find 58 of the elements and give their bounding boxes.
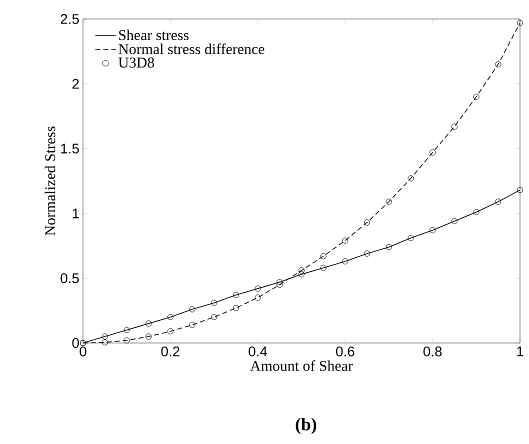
point (102, 339, 108, 346)
point (254, 286, 261, 292)
y-tick-label: 1.5 (61, 144, 79, 154)
point (473, 209, 480, 216)
x-tick-label: 0.6 (336, 346, 354, 356)
point (232, 304, 239, 312)
point (124, 327, 130, 334)
point (320, 253, 326, 260)
point (430, 227, 436, 234)
point (298, 267, 305, 274)
y-tick-label: 1 (72, 208, 79, 218)
point (516, 187, 524, 194)
point (189, 322, 196, 328)
point (232, 292, 239, 298)
point (495, 61, 502, 68)
point (124, 337, 130, 344)
point (298, 271, 305, 278)
point (386, 198, 392, 205)
point (408, 175, 414, 182)
point (211, 300, 218, 306)
point (451, 124, 458, 130)
y-tick-label: 0 (72, 338, 79, 348)
legend-label: U3D8 (118, 58, 154, 68)
x-axis-title: Amount of Shear (250, 360, 353, 371)
point (342, 238, 348, 244)
x-tick-label: 0.8 (423, 346, 442, 356)
point (364, 250, 370, 257)
y-axis-title: Normalized Stress (44, 126, 56, 236)
y-tick-label: 2 (72, 78, 79, 89)
point (167, 314, 174, 320)
y-tick-label: 0.5 (60, 273, 79, 284)
point (516, 20, 524, 26)
point (146, 320, 152, 327)
point (167, 328, 174, 334)
point (254, 294, 261, 301)
legend-label: Normal stress difference (118, 44, 264, 54)
point (276, 282, 283, 288)
point (386, 244, 392, 250)
point (320, 264, 326, 271)
point (276, 279, 283, 286)
x-tick-label: 0.2 (161, 346, 180, 356)
x-tick-label: 1 (517, 346, 524, 356)
point (430, 149, 436, 156)
x-tick-label: 0 (80, 346, 86, 356)
y-tick-label: 2.5 (60, 14, 79, 24)
point (146, 333, 152, 340)
point (495, 198, 502, 205)
point (342, 258, 348, 264)
point (364, 219, 370, 226)
point (189, 306, 196, 312)
legend-label: Shear stress (119, 30, 189, 40)
x-tick-label: 0.4 (248, 346, 268, 356)
point (473, 94, 480, 100)
point (211, 314, 218, 320)
point (102, 333, 108, 340)
point (451, 218, 458, 224)
text: (b) (296, 418, 316, 434)
point (408, 234, 414, 242)
